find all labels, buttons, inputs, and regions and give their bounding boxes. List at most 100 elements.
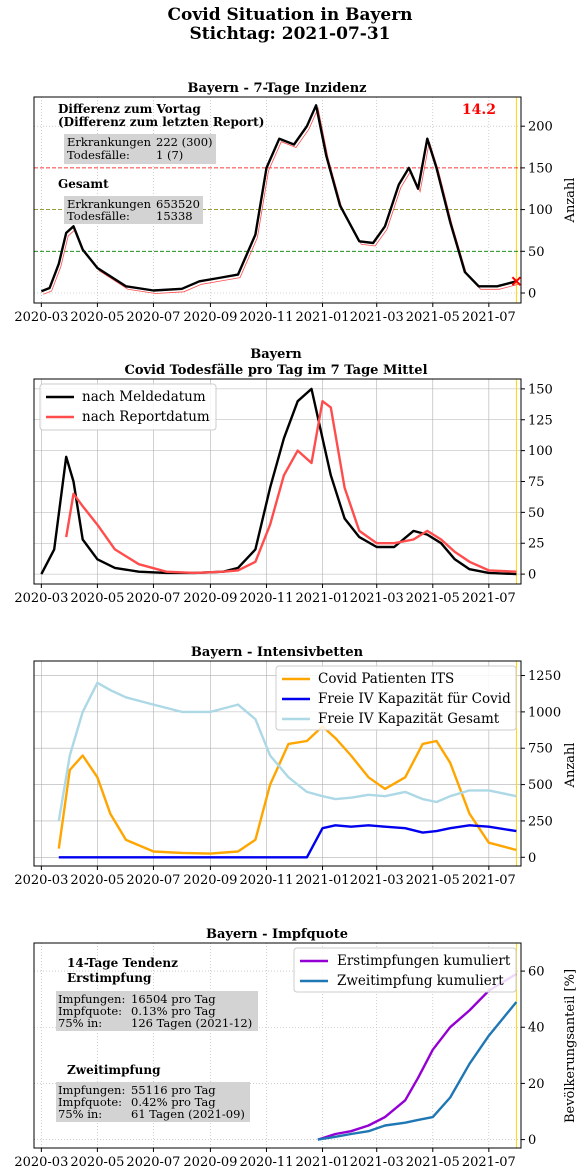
panel2-legend-box xyxy=(39,383,217,431)
vacc-first-v3: 126 Tagen (2021-12) xyxy=(131,1016,252,1030)
panel1-y-ticks: 0 50 100 150 200 xyxy=(521,120,553,301)
vacc-first-title-2: Erstimpfung xyxy=(67,971,152,985)
x-tick-label: 2021-03 xyxy=(350,1155,404,1170)
total-box xyxy=(64,196,203,224)
total-title: Gesamt xyxy=(58,177,109,191)
y-tick-label: 75 xyxy=(528,475,545,490)
legend-label-its: Covid Patienten ITS xyxy=(318,671,454,687)
diff-box xyxy=(64,134,216,164)
legend-label-free-covid: Freie IV Kapazität für Covid xyxy=(318,691,511,707)
x-tick-label: 2020-09 xyxy=(183,310,237,325)
x-tick-label: 2020-05 xyxy=(70,1155,124,1170)
panel4-lines xyxy=(317,972,518,1141)
x-tick-label: 2020-11 xyxy=(239,873,293,888)
y-tick-label: 125 xyxy=(528,413,553,428)
y-tick-label: 1250 xyxy=(528,669,561,684)
x-tick-label: 2020-07 xyxy=(126,1155,180,1170)
panel2-x-ticks: 2020-03 2020-05 2020-07 2020-09 2020-11 2021-… xyxy=(14,584,516,606)
x-tick-label: 2020-09 xyxy=(183,873,237,888)
x-tick-label: 2020-11 xyxy=(239,591,293,606)
y-tick-label: 40 xyxy=(528,1021,545,1036)
x-tick-label: 2021-01 xyxy=(296,310,350,325)
vacc-first-v1: 16504 pro Tag xyxy=(131,992,216,1006)
vacc-second-l3: 75% in: xyxy=(58,1107,102,1121)
diff-value-2: 1 (7) xyxy=(156,148,183,162)
vacc-second-l1: Impfungen: xyxy=(58,1083,125,1097)
panel3-frame xyxy=(33,660,522,867)
panel2-title-line2: Covid Todesfälle pro Tag im 7 Tage Mitte… xyxy=(124,363,427,378)
x-tick-label: 2020-05 xyxy=(70,591,124,606)
freie-iv-kapazit-t-gesamt-line xyxy=(57,681,517,822)
x-tick-label: 2021-01 xyxy=(296,873,350,888)
y-tick-label: 0 xyxy=(528,1133,536,1148)
panel3-y-ticks: 0 250 500 750 1000 1250 xyxy=(521,669,561,866)
vacc-second-v2: 0.42% pro Tag xyxy=(131,1095,216,1109)
panel4-legend-box xyxy=(293,947,517,993)
panel3-lines xyxy=(57,681,517,859)
x-tick-label: 2021-01 xyxy=(296,1155,350,1170)
diff-label-2: Todesfälle: xyxy=(67,148,130,162)
legend-label-reportdatum: nach Reportdatum xyxy=(82,409,210,425)
panel1-x-ticks: 2020-03 2020-05 2020-07 2020-09 2020-11 2021-… xyxy=(14,303,516,325)
x-tick-label: 2021-07 xyxy=(462,873,516,888)
y-tick-label: 250 xyxy=(528,814,553,829)
x-tick-label: 2021-05 xyxy=(406,1155,460,1170)
nach-meldedatum-line xyxy=(40,387,517,576)
x-tick-label: 2021-05 xyxy=(406,310,460,325)
vacc-first-box xyxy=(56,991,258,1031)
panel2-lines xyxy=(40,387,517,576)
panel-incidence: Bayern - 7-Tage Inzidenz 2020-03 2020-05 2… xyxy=(14,81,578,325)
x-tick-label: 2020-03 xyxy=(14,591,68,606)
legend-label-free-total: Freie IV Kapazität Gesamt xyxy=(318,711,500,727)
y-tick-label: 100 xyxy=(528,444,553,459)
y-tick-label: 150 xyxy=(528,382,553,397)
x-tick-label: 2021-07 xyxy=(462,1155,516,1170)
y-tick-label: 50 xyxy=(528,506,545,521)
x-tick-label: 2020-07 xyxy=(126,591,180,606)
panel3-x-ticks: 2020-03 2020-05 2020-07 2020-09 2020-11 2021-… xyxy=(14,866,516,888)
panel1-lines xyxy=(40,104,522,295)
x-tick-label: 2020-03 xyxy=(14,873,68,888)
x-tick-label: 2020-05 xyxy=(70,873,124,888)
vacc-second-box xyxy=(56,1082,250,1122)
y-tick-label: 750 xyxy=(528,742,553,757)
x-tick-label: 2020-03 xyxy=(14,310,68,325)
panel1-current-value: 14.2 xyxy=(462,102,496,118)
panel1-title: Bayern - 7-Tage Inzidenz xyxy=(187,81,366,96)
y-tick-label: 20 xyxy=(528,1077,545,1092)
panel1-ylabel: Anzahl xyxy=(563,178,578,224)
panel3-title: Bayern - Intensivbetten xyxy=(191,645,364,660)
y-tick-label: 100 xyxy=(528,203,553,218)
panel2-grid xyxy=(34,379,521,584)
vacc-first-title-1: 14-Tage Tendenz xyxy=(67,956,178,970)
panel4-frame xyxy=(33,942,522,1149)
y-tick-label: 0 xyxy=(528,286,536,301)
vacc-second-v3: 61 Tagen (2021-09) xyxy=(131,1107,245,1121)
y-tick-label: 200 xyxy=(528,120,553,135)
diff-label-1: Erkrankungen xyxy=(67,135,152,149)
panel3-legend: Covid Patienten ITS Freie IV Kapazität f… xyxy=(275,665,517,731)
panel2-legend: nach Meldedatum nach Reportdatum xyxy=(39,383,217,431)
x-tick-label: 2020-05 xyxy=(70,310,124,325)
x-tick-label: 2021-03 xyxy=(350,873,404,888)
covid-patienten-its-line xyxy=(57,725,517,855)
nach-reportdatum-line xyxy=(65,400,517,575)
diff-title-2: (Differenz zum letzten Report) xyxy=(58,115,264,129)
panel3-ylabel: Anzahl xyxy=(563,743,578,789)
panel4-ylabel: Bevölkerungsanteil [%] xyxy=(563,969,578,1123)
total-label-2: Todesfälle: xyxy=(67,209,130,223)
figure-title-line1: Covid Situation in Bayern xyxy=(167,5,412,25)
y-tick-label: 25 xyxy=(528,537,545,552)
panel3-legend-box xyxy=(275,665,517,731)
x-tick-label: 2021-01 xyxy=(296,591,350,606)
current-value-marker xyxy=(511,276,522,286)
y-tick-label: 50 xyxy=(528,245,545,260)
y-tick-label: 500 xyxy=(528,778,553,793)
panel-vaccination: Bayern - Impfquote 2020-03 2020-05 2020-07… xyxy=(14,927,578,1170)
panel-deaths: Bayern Covid Todesfälle pro Tag im 7 Tag… xyxy=(14,347,552,606)
x-tick-label: 2020-07 xyxy=(126,873,180,888)
vacc-second-l2: Impfquote: xyxy=(58,1095,122,1109)
vacc-first-l3: 75% in: xyxy=(58,1016,102,1030)
total-value-2: 15338 xyxy=(156,209,193,223)
